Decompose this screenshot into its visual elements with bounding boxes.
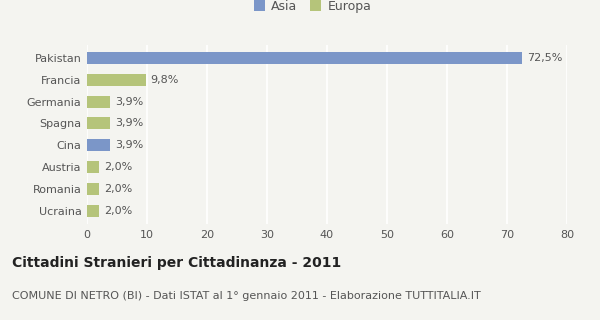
Bar (87, 74, 146, 86)
Text: 2,0%: 2,0% (104, 206, 132, 216)
Text: 2,0%: 2,0% (104, 184, 132, 194)
Bar (87, 96, 110, 108)
Bar (87, 205, 99, 217)
Text: 9,8%: 9,8% (151, 75, 179, 85)
Bar (87, 161, 99, 173)
Bar (87, 183, 99, 195)
Bar (87, 52, 522, 64)
Text: COMUNE DI NETRO (BI) - Dati ISTAT al 1° gennaio 2011 - Elaborazione TUTTITALIA.I: COMUNE DI NETRO (BI) - Dati ISTAT al 1° … (12, 291, 481, 301)
Legend: Asia, Europa: Asia, Europa (251, 0, 374, 15)
Text: 3,9%: 3,9% (115, 118, 143, 128)
Bar (87, 117, 110, 130)
Text: 72,5%: 72,5% (527, 53, 562, 63)
Text: 2,0%: 2,0% (104, 162, 132, 172)
Text: Cittadini Stranieri per Cittadinanza - 2011: Cittadini Stranieri per Cittadinanza - 2… (12, 256, 341, 270)
Bar (87, 139, 110, 151)
Text: 3,9%: 3,9% (115, 97, 143, 107)
Text: 3,9%: 3,9% (115, 140, 143, 150)
